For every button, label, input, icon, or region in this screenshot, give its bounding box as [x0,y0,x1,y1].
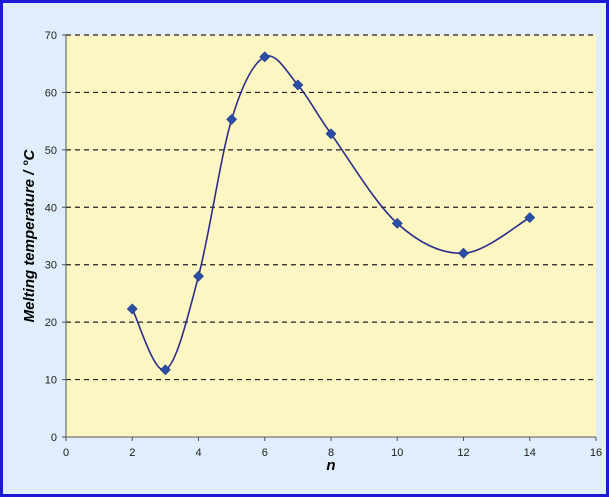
y-tick-label-4: 40 [45,202,57,214]
x-tick-label-0: 0 [63,447,69,459]
data-point-n4 [193,270,204,282]
gridlines [66,34,596,381]
plot-area [66,35,596,437]
data-point-n2 [126,303,138,315]
y-tick-label-1: 10 [45,375,57,387]
data-point-n14 [524,212,536,224]
data-points [126,51,536,376]
y-tick-label-5: 50 [45,145,57,157]
data-point-n5 [226,113,238,125]
y-tick-label-7: 70 [45,30,57,42]
x-tick-label-4: 8 [328,447,334,459]
x-tick-label-7: 14 [524,447,536,459]
axes [62,34,597,441]
y-axis-title: Melting temperature / °C [21,148,38,322]
data-point-n3 [159,364,171,376]
x-tick-label-3: 6 [262,447,268,459]
y-tick-label-0: 0 [51,432,57,444]
x-tick-label-2: 4 [195,447,201,459]
data-point-n7 [292,79,304,91]
data-point-n10 [391,217,403,229]
x-tick-label-1: 2 [129,447,135,459]
data-point-n6 [259,51,271,63]
tick-labels: 0 2 4 6 8 10 12 14 16 0 10 20 30 40 50 60 70 [45,30,602,459]
x-tick-label-6: 12 [457,447,469,459]
data-point-n8 [325,128,337,140]
y-tick-label-2: 20 [45,317,57,329]
x-tick-label-5: 10 [391,447,403,459]
data-point-n12 [458,247,469,259]
y-tick-label-3: 30 [45,260,57,272]
y-tick-label-6: 60 [45,87,57,99]
x-tick-label-8: 16 [590,447,602,459]
x-axis-title: n [326,457,335,474]
